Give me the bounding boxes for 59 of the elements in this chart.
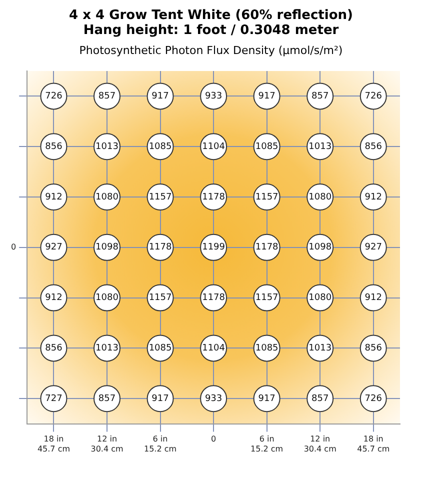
- data-label: 912: [364, 293, 382, 304]
- data-label: 1080: [308, 192, 332, 202]
- data-label: 857: [98, 92, 116, 102]
- data-label: 726: [45, 92, 63, 102]
- x-tick-label: 18 in 45.7 cm: [357, 434, 390, 454]
- data-label: 1104: [202, 344, 226, 354]
- data-label: 917: [152, 92, 169, 102]
- data-label: 1013: [96, 344, 118, 354]
- data-label: 1080: [96, 192, 119, 202]
- data-label: 1013: [96, 142, 118, 152]
- data-label: 1178: [202, 192, 226, 202]
- data-label: 927: [45, 242, 62, 253]
- data-label: 912: [45, 293, 62, 304]
- data-label: 1085: [255, 142, 278, 152]
- data-label: 1013: [308, 142, 332, 152]
- data-label: 1199: [202, 242, 226, 253]
- data-label: 933: [204, 92, 222, 102]
- data-label: 933: [204, 394, 222, 404]
- chart-title: 4 x 4 Grow Tent White (60% reflection): [68, 8, 354, 23]
- data-label: 856: [364, 344, 382, 354]
- data-label: 1178: [202, 293, 226, 304]
- data-label: 1013: [308, 344, 332, 354]
- data-label: 856: [45, 344, 63, 354]
- data-label: 1157: [148, 192, 172, 202]
- data-label: 856: [364, 142, 382, 152]
- data-label: 1157: [148, 293, 172, 304]
- data-label: 1157: [255, 293, 278, 304]
- data-label: 1178: [255, 242, 279, 253]
- data-label: 912: [45, 192, 62, 202]
- data-label: 1178: [148, 242, 172, 253]
- data-label: 726: [364, 394, 382, 404]
- chart-subtitle: Hang height: 1 foot / 0.3048 meter: [82, 23, 340, 38]
- data-label: 857: [311, 92, 329, 102]
- data-label: 1098: [308, 242, 332, 253]
- x-tick-label: 18 in 45.7 cm: [37, 434, 70, 454]
- data-label: 1080: [96, 293, 119, 304]
- x-tick-label: 6 in 15.2 cm: [250, 434, 284, 454]
- x-tick-label: 6 in 15.2 cm: [144, 434, 177, 454]
- data-label: 927: [364, 242, 382, 253]
- data-label: 1085: [148, 344, 172, 354]
- data-label: 1098: [96, 242, 119, 253]
- data-label: 727: [45, 394, 62, 404]
- x-tick-label: 12 in 30.4 cm: [304, 434, 337, 454]
- data-label: 1157: [255, 192, 278, 202]
- data-label: 857: [98, 394, 116, 404]
- data-label: 912: [364, 192, 382, 202]
- text: Photosynthetic Photon Flux Density (µmol/s/m²): [78, 44, 344, 57]
- data-label: 726: [364, 92, 382, 102]
- data-label: 1085: [255, 344, 278, 354]
- data-label: 1104: [202, 142, 226, 152]
- x-tick-label: 12 in 30.4 cm: [90, 434, 124, 454]
- x-tick-label: 0: [211, 434, 216, 444]
- data-label: 1080: [308, 293, 332, 304]
- data-label: 917: [258, 394, 276, 404]
- data-label: 917: [258, 92, 276, 102]
- data-label: 1085: [148, 142, 172, 152]
- data-label: 856: [45, 142, 63, 152]
- data-label: 917: [152, 394, 169, 404]
- data-label: 857: [311, 394, 329, 404]
